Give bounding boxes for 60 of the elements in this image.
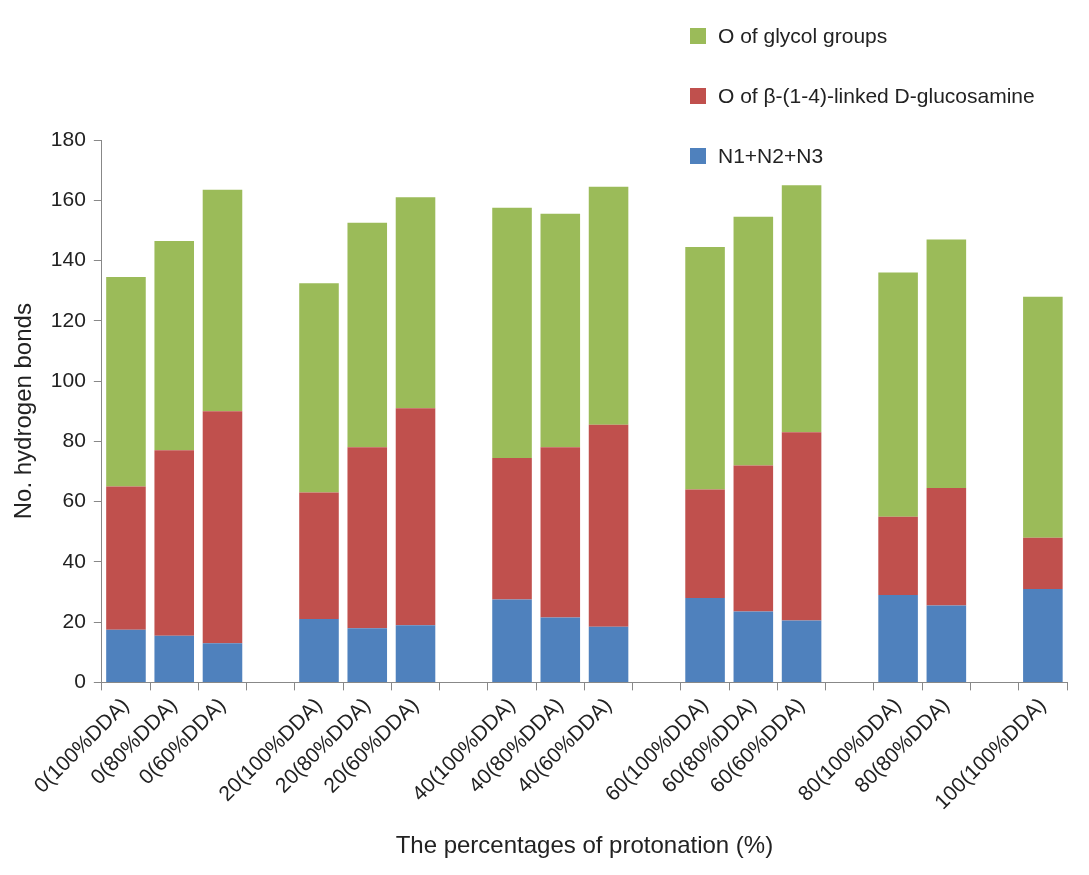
bar (395, 408, 436, 626)
bar (202, 411, 243, 644)
bar (733, 611, 774, 682)
bar (878, 272, 918, 517)
y-tick-label: 0 (74, 669, 86, 693)
bar (395, 625, 436, 682)
bar (106, 277, 146, 487)
y-tick-label: 100 (50, 367, 86, 391)
bar (926, 239, 967, 489)
bar (733, 465, 774, 612)
y-tick-label: 180 (50, 126, 86, 150)
y-tick-label: 80 (62, 428, 86, 452)
bar (926, 488, 967, 606)
bar (926, 605, 967, 682)
bar (1023, 537, 1063, 589)
bar (588, 424, 629, 627)
x-axis-title: The percentages of protonation (%) (395, 831, 774, 859)
legend-label: O of glycol groups (718, 24, 888, 48)
y-tick-label: 60 (62, 488, 86, 512)
bar (685, 598, 725, 682)
bar (299, 283, 339, 493)
bar (106, 629, 146, 682)
bar (588, 626, 629, 682)
bar (202, 189, 243, 412)
y-axis-title: No. hydrogen bonds (9, 303, 37, 520)
legend-label: N1+N2+N3 (718, 144, 824, 168)
bar (492, 599, 532, 682)
bar (154, 450, 195, 636)
y-tick-label: 40 (62, 548, 86, 572)
bar (395, 197, 436, 409)
y-tick-label: 120 (50, 307, 86, 331)
bar (733, 216, 774, 466)
legend-label: O of β-(1-4)-linked D-glucosamine (718, 84, 1035, 108)
bar (299, 619, 339, 682)
bar (492, 207, 532, 458)
bar (588, 186, 629, 425)
bar (540, 447, 581, 618)
bar (1023, 588, 1063, 682)
bar (781, 620, 822, 682)
bar (347, 628, 388, 682)
bar (154, 635, 195, 682)
y-tick-label: 140 (50, 247, 86, 271)
bar (106, 486, 146, 630)
bar (492, 457, 532, 600)
bar (1023, 296, 1063, 538)
bar (299, 492, 339, 620)
bar (154, 240, 195, 451)
y-tick-label: 20 (62, 608, 86, 632)
bar (202, 643, 243, 682)
bar (540, 213, 581, 448)
bar (781, 432, 822, 621)
bar (685, 489, 725, 599)
bar (540, 617, 581, 682)
bar (781, 185, 822, 433)
bar (685, 246, 725, 490)
bar (347, 447, 388, 629)
bar (347, 222, 388, 448)
bar (878, 516, 918, 595)
y-tick-label: 160 (50, 187, 86, 211)
bar (878, 595, 918, 682)
